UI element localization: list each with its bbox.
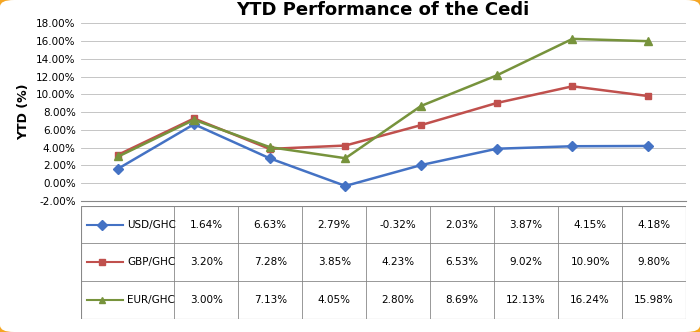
Text: 4.15%: 4.15% (573, 220, 607, 230)
Text: 3.20%: 3.20% (190, 257, 223, 267)
GBP/GHC (417, 123, 426, 127)
Line: EUR/GHC: EUR/GHC (114, 35, 652, 162)
USD/GHC (265, 156, 274, 160)
Text: 2.79%: 2.79% (318, 220, 351, 230)
Text: 4.18%: 4.18% (638, 220, 671, 230)
EUR/GHC (568, 37, 577, 41)
Text: 4.05%: 4.05% (318, 295, 351, 305)
GBP/GHC (190, 117, 198, 121)
GBP/GHC (114, 153, 122, 157)
USD/GHC (493, 147, 501, 151)
Y-axis label: YTD (%): YTD (%) (18, 84, 31, 140)
USD/GHC (417, 163, 426, 167)
EUR/GHC (265, 145, 274, 149)
Text: 9.80%: 9.80% (638, 257, 671, 267)
GBP/GHC (644, 94, 652, 98)
Text: 2.80%: 2.80% (382, 295, 414, 305)
USD/GHC (114, 167, 122, 171)
Text: USD/GHC: USD/GHC (127, 220, 176, 230)
Text: 3.87%: 3.87% (510, 220, 542, 230)
Line: GBP/GHC: GBP/GHC (115, 83, 652, 158)
EUR/GHC (114, 154, 122, 158)
FancyBboxPatch shape (80, 206, 686, 319)
EUR/GHC (644, 39, 652, 43)
GBP/GHC (493, 101, 501, 105)
Text: 12.13%: 12.13% (506, 295, 546, 305)
EUR/GHC (341, 156, 349, 160)
USD/GHC (341, 184, 349, 188)
Text: 6.63%: 6.63% (253, 220, 287, 230)
Text: EUR/GHC: EUR/GHC (127, 295, 175, 305)
USD/GHC (644, 144, 652, 148)
Text: 9.02%: 9.02% (510, 257, 542, 267)
EUR/GHC (493, 73, 501, 77)
Text: 2.03%: 2.03% (446, 220, 479, 230)
Text: 4.23%: 4.23% (382, 257, 415, 267)
GBP/GHC (265, 147, 274, 151)
Text: 3.00%: 3.00% (190, 295, 223, 305)
EUR/GHC (190, 118, 198, 122)
Text: 8.69%: 8.69% (446, 295, 479, 305)
USD/GHC (568, 144, 577, 148)
USD/GHC (190, 122, 198, 126)
GBP/GHC (568, 84, 577, 88)
GBP/GHC (341, 143, 349, 147)
Text: GBP/GHC: GBP/GHC (127, 257, 176, 267)
Text: -0.32%: -0.32% (380, 220, 416, 230)
Text: 7.13%: 7.13% (253, 295, 287, 305)
Title: YTD Performance of the Cedi: YTD Performance of the Cedi (237, 1, 530, 19)
EUR/GHC (417, 104, 426, 108)
Text: 7.28%: 7.28% (253, 257, 287, 267)
Text: 15.98%: 15.98% (634, 295, 674, 305)
Text: 6.53%: 6.53% (446, 257, 479, 267)
Text: 1.64%: 1.64% (190, 220, 223, 230)
Text: 3.85%: 3.85% (318, 257, 351, 267)
Line: USD/GHC: USD/GHC (115, 121, 652, 190)
Text: 10.90%: 10.90% (570, 257, 610, 267)
Text: 16.24%: 16.24% (570, 295, 610, 305)
